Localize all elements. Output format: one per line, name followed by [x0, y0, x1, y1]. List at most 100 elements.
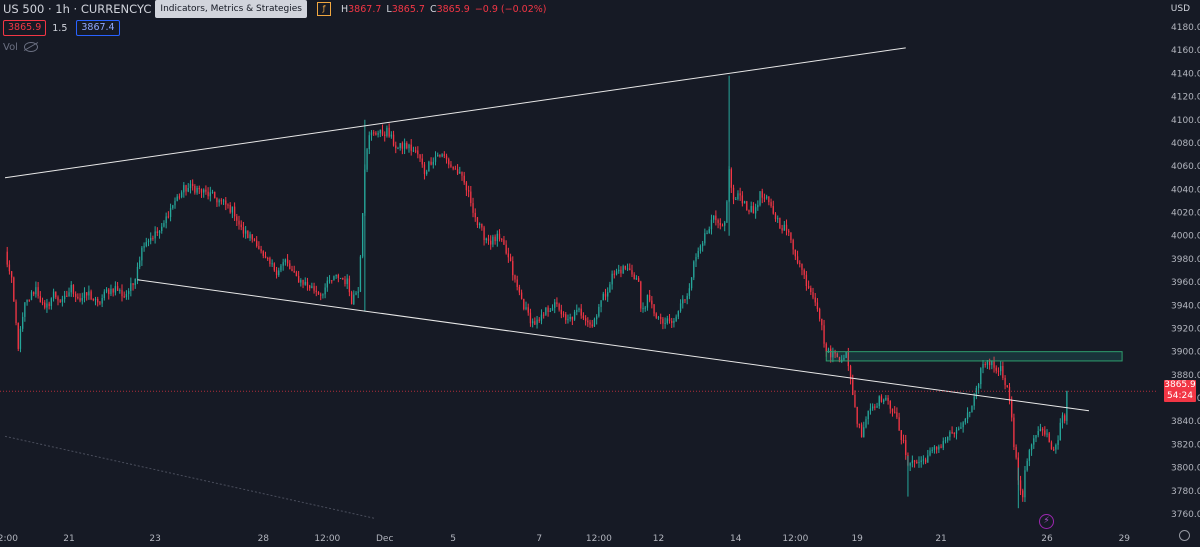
- candle-body: [615, 271, 618, 275]
- candle-body: [852, 379, 854, 395]
- candle-body: [123, 296, 125, 298]
- candle-body: [496, 233, 498, 242]
- candle-body: [1030, 444, 1033, 451]
- candle-body: [269, 258, 271, 264]
- candle-body: [66, 295, 68, 297]
- candle-body: [403, 143, 406, 149]
- candle-body: [158, 231, 161, 234]
- candle-body: [750, 206, 752, 212]
- candle-body: [573, 311, 576, 320]
- price-tick-label: 4080.0: [1171, 139, 1200, 149]
- candle-body: [459, 171, 461, 174]
- candle-body: [905, 440, 907, 455]
- symbol-title[interactable]: US 500 · 1h · CURRENCYC: [3, 2, 152, 16]
- candle-body: [194, 185, 196, 193]
- candle-body: [1055, 444, 1057, 450]
- candle-body: [79, 298, 81, 301]
- candle-body: [86, 292, 88, 296]
- candle-body: [752, 206, 755, 214]
- candle-body: [207, 191, 209, 197]
- candle-body: [827, 348, 830, 352]
- hidden-eye-icon[interactable]: [23, 42, 38, 52]
- currency-label[interactable]: USD: [1170, 4, 1190, 14]
- candle-body: [490, 240, 492, 245]
- candle-body: [1013, 417, 1015, 448]
- candle-body: [154, 231, 156, 239]
- close-label: C: [429, 3, 437, 15]
- candle-body: [313, 286, 315, 291]
- candle-body: [629, 268, 631, 271]
- candle-body: [339, 277, 342, 279]
- candle-body: [785, 224, 788, 231]
- candle-body: [1026, 460, 1028, 471]
- candle-body: [551, 307, 554, 311]
- candle-body: [112, 288, 114, 293]
- price-tick-label: 3960.0: [1171, 278, 1200, 288]
- candle-body: [481, 223, 483, 228]
- candle-body: [812, 292, 814, 298]
- settings-icon[interactable]: [1179, 530, 1190, 541]
- candle-body: [591, 324, 593, 327]
- candle-body: [814, 297, 816, 303]
- buy-price-button[interactable]: 3867.4: [76, 20, 120, 36]
- candle-body: [602, 293, 604, 301]
- candle-body: [377, 133, 379, 135]
- volume-indicator-label[interactable]: Vol: [3, 41, 18, 53]
- candle-body: [523, 298, 525, 310]
- candle-body: [492, 236, 494, 245]
- drawings: [0, 47, 1158, 520]
- candle-body: [834, 352, 836, 354]
- script-editor-icon[interactable]: ƒ: [316, 2, 331, 16]
- price-tick-label: 3820.0: [1171, 440, 1200, 450]
- candle-body: [366, 149, 368, 170]
- candle-body: [838, 357, 841, 362]
- candle-body: [768, 196, 770, 203]
- candle-body: [200, 189, 203, 193]
- price-tick-label: 3840.0: [1171, 417, 1200, 427]
- candle-body: [278, 270, 280, 276]
- price-tick-label: 3760.0: [1171, 510, 1200, 520]
- candle-body: [267, 258, 269, 260]
- candle-body: [454, 168, 457, 170]
- candle-body: [59, 300, 61, 302]
- candle-body: [1044, 430, 1046, 435]
- candle-body: [788, 230, 790, 233]
- candle-body: [1019, 480, 1022, 491]
- candle-body: [637, 278, 640, 282]
- candle-body: [30, 292, 33, 300]
- time-tick-label: 5: [450, 534, 456, 544]
- lightning-icon[interactable]: ⚡: [1039, 514, 1054, 529]
- candle-body: [77, 296, 79, 299]
- candle-body: [448, 159, 450, 165]
- candle-body: [869, 408, 872, 411]
- sell-price-button[interactable]: 3865.9: [3, 20, 47, 36]
- candle-body: [576, 310, 578, 312]
- candle-body: [708, 229, 710, 233]
- candle-body: [509, 257, 512, 262]
- candle-body: [342, 277, 344, 280]
- candle-body: [501, 239, 503, 241]
- candle-body: [593, 319, 596, 327]
- price-tick-label: 4060.0: [1171, 162, 1200, 172]
- candle-body: [33, 292, 35, 295]
- lower-trendline: [137, 279, 1090, 412]
- candle-body: [995, 367, 997, 371]
- candle-body: [174, 200, 176, 206]
- candle-body: [988, 360, 991, 366]
- candle-body: [401, 143, 404, 149]
- candle-body: [520, 292, 523, 299]
- candle-body: [467, 190, 470, 192]
- candle-body: [909, 463, 911, 466]
- candle-body: [419, 154, 421, 159]
- price-tick-label: 4160.0: [1171, 46, 1200, 56]
- candle-body: [273, 263, 276, 271]
- candle-body: [119, 290, 121, 292]
- candle-body: [924, 459, 927, 463]
- candle-body: [715, 215, 717, 221]
- candle-body: [1046, 433, 1048, 435]
- low-label: L: [386, 3, 392, 15]
- candle-body: [527, 307, 529, 313]
- indicators-button[interactable]: Indicators, Metrics & Strategies: [155, 0, 307, 18]
